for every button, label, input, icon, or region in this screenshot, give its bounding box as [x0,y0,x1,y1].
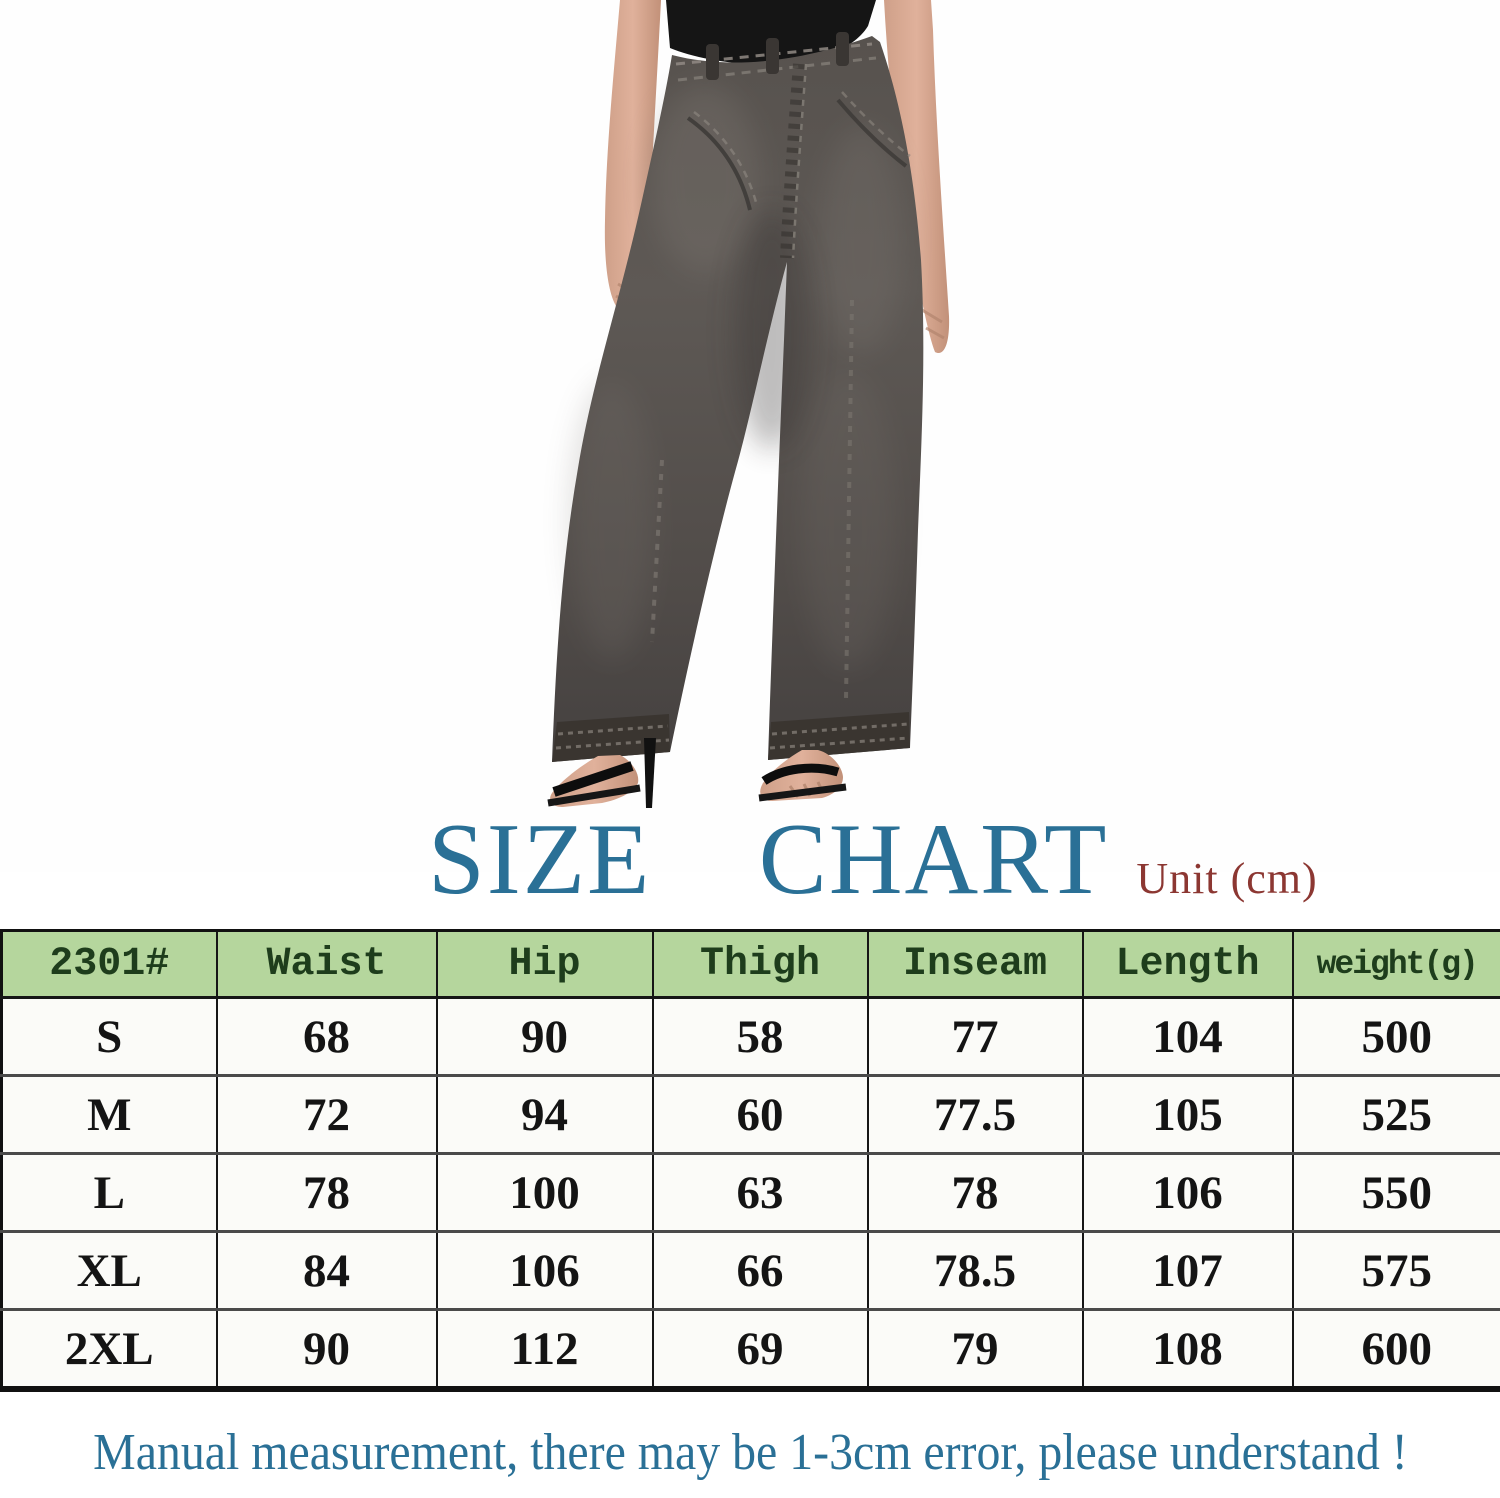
product-photo [547,0,950,808]
left-hem-band [552,714,670,762]
model-figure-illustration [547,0,950,808]
left-shoe-strap [552,761,634,797]
table-row-s: S 68 90 58 77 104 500 [0,996,1500,1077]
cell-value: 69 [651,1308,869,1391]
cell-value: 104 [1081,996,1294,1077]
left-leg-seam [650,459,664,643]
size-label: L [0,1152,218,1233]
belt-loop [836,32,849,66]
table-row-2xl: 2XL 90 112 69 79 108 600 [0,1308,1500,1391]
cell-value: 60 [651,1074,869,1155]
size-label: M [0,1074,218,1155]
col-header-waist: Waist [215,929,438,999]
left-pocket-seam [686,116,752,211]
unit-label: Unit (cm) [1136,854,1318,903]
cell-value: 106 [435,1230,654,1311]
cell-value: 600 [1291,1308,1500,1391]
cell-value: 500 [1291,996,1500,1077]
cell-value: 525 [1291,1074,1500,1155]
cell-value: 68 [215,996,438,1077]
note-row: Manual measurement, there may be 1-3cm e… [0,1406,1500,1498]
table-header-row: 2301# Waist Hip Thigh Inseam Length weig… [0,929,1500,999]
cell-value: 105 [1081,1074,1294,1155]
col-header-style: 2301# [0,929,218,999]
right-leg-seam [844,299,854,701]
right-shoe-sole [758,783,847,802]
cell-value: 72 [215,1074,438,1155]
table-row-m: M 72 94 60 77.5 105 525 [0,1074,1500,1155]
denim-wash-highlight [650,85,760,275]
cell-value: 66 [651,1230,869,1311]
denim-wash-highlight [570,380,654,660]
cell-value: 112 [435,1308,654,1391]
col-header-hip: Hip [435,929,654,999]
cell-value: 106 [1081,1152,1294,1233]
cell-value: 58 [651,996,869,1077]
cell-value: 107 [1081,1230,1294,1311]
cell-value: 78 [215,1152,438,1233]
cell-value: 94 [435,1074,654,1155]
denim-wash-highlight [820,125,904,355]
cell-value: 108 [1081,1308,1294,1391]
belt-loop [766,38,779,74]
size-label: S [0,996,218,1077]
right-arm [884,0,950,354]
size-label: XL [0,1230,218,1311]
cell-value: 77.5 [866,1074,1084,1155]
left-shoe-heel [644,738,656,808]
cell-value: 78.5 [866,1230,1084,1311]
front-seam-stitch [780,63,807,259]
cell-value: 84 [215,1230,438,1311]
denim-wash-highlight [800,370,896,670]
belt-loop [706,44,719,80]
left-shoe-sole [547,784,641,807]
table-row-l: L 78 100 63 78 106 550 [0,1152,1500,1233]
col-header-weight: weight(g) [1291,929,1500,999]
size-chart-title-row: SIZE CHART Unit (cm) [0,803,1500,916]
right-hand-fingers [921,308,945,340]
col-header-thigh: Thigh [651,929,869,999]
cell-value: 79 [866,1308,1084,1391]
right-pocket-seam [836,98,908,168]
measurement-note: Manual measurement, there may be 1-3cm e… [92,1423,1408,1481]
cell-value: 77 [866,996,1084,1077]
cell-value: 90 [435,996,654,1077]
cell-value: 550 [1291,1152,1500,1233]
size-label: 2XL [0,1308,218,1391]
right-shoe-strap [761,763,840,785]
cell-value: 63 [651,1152,869,1233]
col-header-inseam: Inseam [866,929,1084,999]
cell-value: 78 [866,1152,1084,1233]
cell-value: 575 [1291,1230,1500,1311]
col-header-length: Length [1081,929,1294,999]
right-hem-band [768,712,910,760]
front-seam-stitch [791,63,808,259]
denim-shadow [734,210,810,450]
cell-value: 100 [435,1152,654,1233]
table-row-xl: XL 84 106 66 78.5 107 575 [0,1230,1500,1311]
size-chart-title: SIZE CHART [428,803,1109,916]
size-chart-table: 2301# Waist Hip Thigh Inseam Length weig… [0,929,1500,1392]
cell-value: 90 [215,1308,438,1391]
right-hem-stitch [769,722,910,750]
left-pocket-stitch [693,111,759,207]
